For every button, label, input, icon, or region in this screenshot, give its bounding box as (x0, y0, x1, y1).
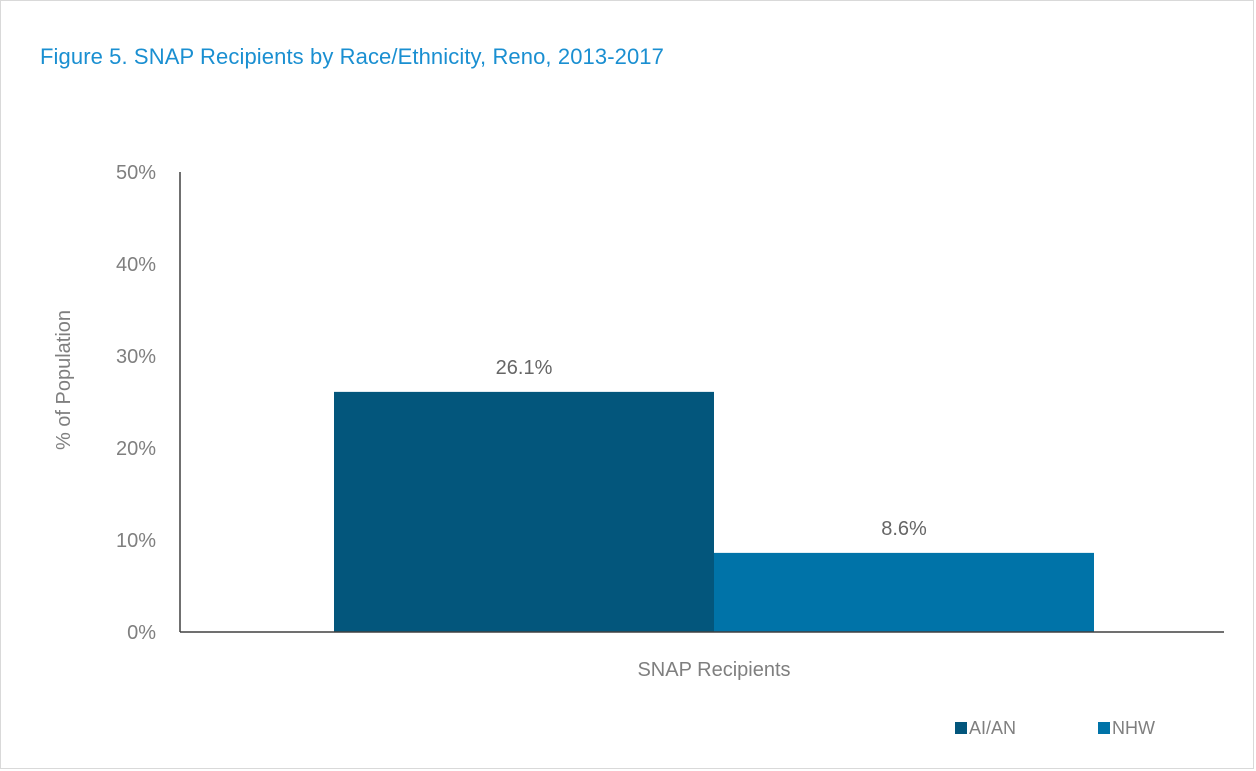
y-tick-label: 40% (116, 254, 156, 276)
legend-label: NHW (1112, 718, 1155, 738)
y-tick-label: 30% (116, 346, 156, 368)
bar-nhw (714, 552, 1094, 632)
y-tick-label: 10% (116, 530, 156, 552)
legend-swatch (1098, 722, 1110, 734)
legend: AI/AN NHW (955, 718, 1155, 738)
bars (334, 391, 1094, 632)
legend-swatch (955, 722, 967, 734)
y-tick-label: 0% (127, 622, 156, 644)
y-tick-label: 50% (116, 162, 156, 184)
chart-title: Figure 5. SNAP Recipients by Race/Ethnic… (40, 44, 664, 69)
x-category-label: SNAP Recipients (637, 659, 790, 681)
data-labels: 26.1% 8.6% (496, 357, 927, 540)
bar-ai-an (334, 391, 714, 632)
y-axis-ticks: 0% 10% 20% 30% 40% 50% (116, 162, 156, 644)
data-label: 8.6% (881, 518, 927, 540)
y-axis-label: % of Population (53, 310, 75, 450)
y-tick-label: 20% (116, 438, 156, 460)
legend-label: AI/AN (969, 718, 1016, 738)
data-label: 26.1% (496, 357, 553, 379)
